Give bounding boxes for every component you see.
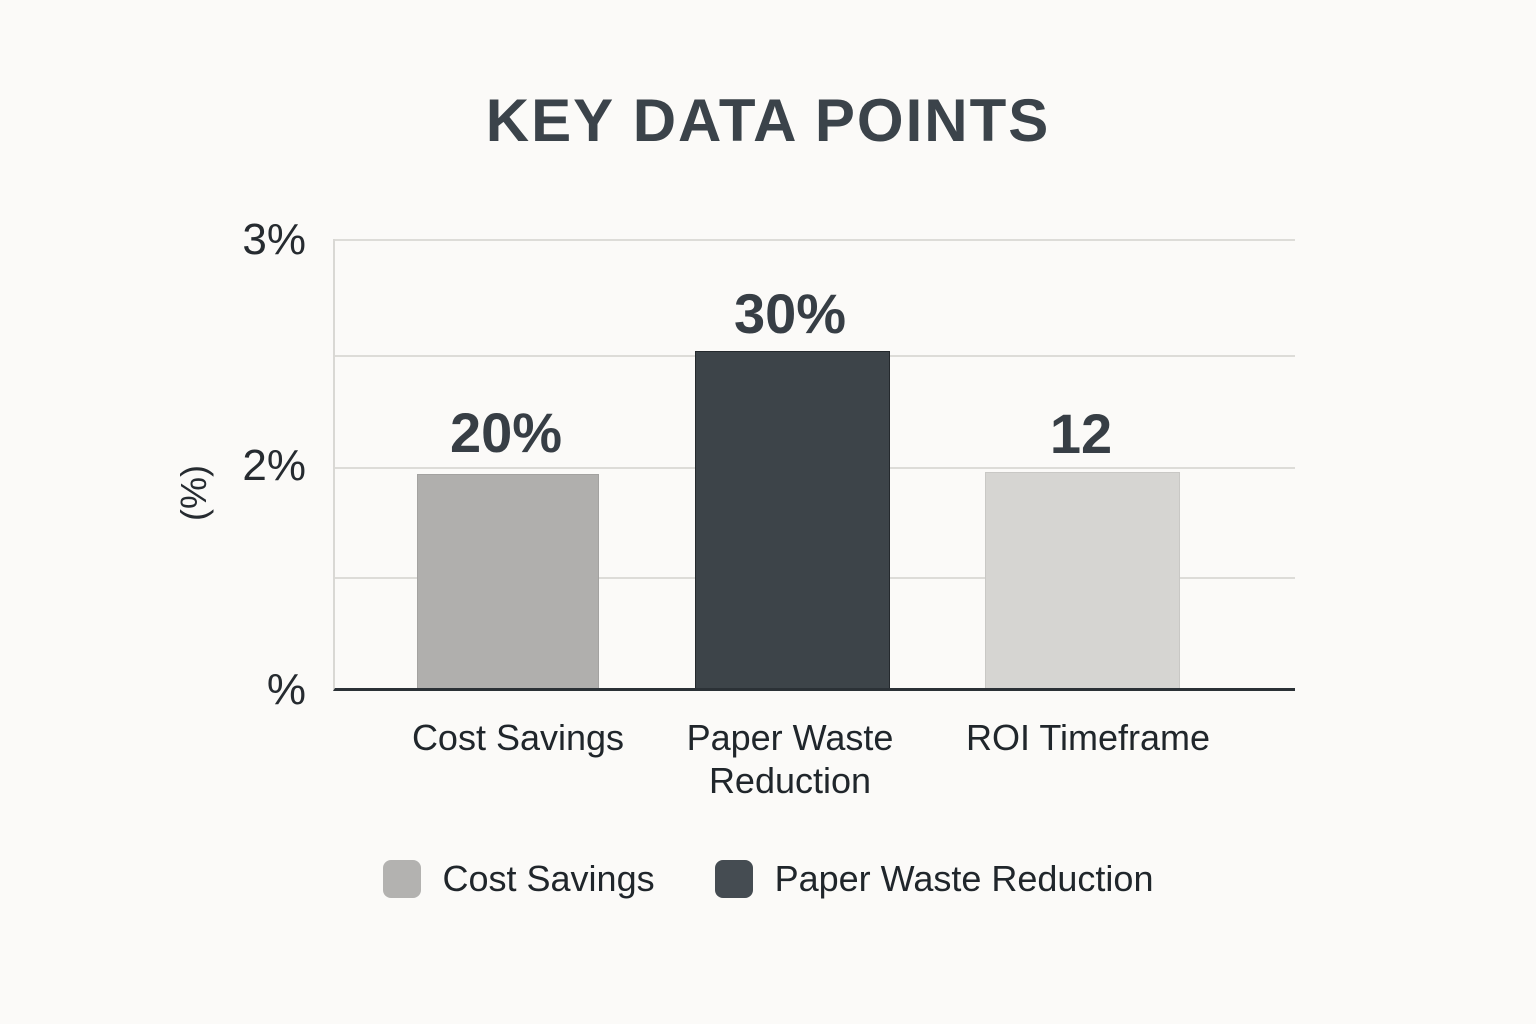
legend-item-paper-waste-reduction: Paper Waste Reduction	[714, 858, 1154, 900]
chart-legend: Cost Savings Paper Waste Reduction	[0, 858, 1536, 900]
bar-roi-timeframe	[985, 472, 1180, 688]
x-tick-label: ROI Timeframe	[965, 717, 1211, 758]
legend-swatch-icon	[382, 860, 421, 898]
legend-label: Cost Savings	[442, 858, 655, 899]
bar-value-label: 12	[1049, 402, 1113, 465]
chart-title: KEY DATA POINTS	[485, 87, 1051, 154]
bar-value-label: 30%	[733, 282, 847, 345]
bar-cost-savings	[417, 474, 599, 688]
gridline	[335, 239, 1295, 241]
x-tick-label: Paper Waste Reduction	[686, 717, 894, 802]
legend-item-cost-savings: Cost Savings	[382, 858, 655, 900]
bar-value-label: 20%	[449, 401, 563, 464]
y-tick-label: 3%	[242, 215, 306, 264]
legend-swatch-icon	[714, 860, 753, 898]
y-tick-label: 2%	[242, 441, 306, 490]
bar-paper-waste-reduction	[695, 351, 890, 688]
plot-area	[333, 239, 1295, 691]
y-tick-label: %	[266, 665, 306, 714]
x-tick-label: Cost Savings	[411, 717, 625, 758]
legend-label: Paper Waste Reduction	[774, 858, 1154, 899]
